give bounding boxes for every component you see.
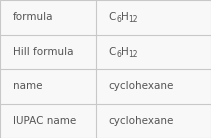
Text: formula: formula [13,12,53,22]
Text: H: H [121,12,129,22]
Text: H: H [121,47,129,57]
Text: 12: 12 [129,15,138,24]
Text: cyclohexane: cyclohexane [109,81,174,91]
Text: 6: 6 [116,15,121,24]
Text: C: C [109,47,116,57]
Text: C: C [109,12,116,22]
Text: name: name [13,81,42,91]
Text: IUPAC name: IUPAC name [13,116,76,126]
Text: 12: 12 [129,50,138,59]
Text: Hill formula: Hill formula [13,47,73,57]
Text: cyclohexane: cyclohexane [109,116,174,126]
Text: 6: 6 [116,50,121,59]
